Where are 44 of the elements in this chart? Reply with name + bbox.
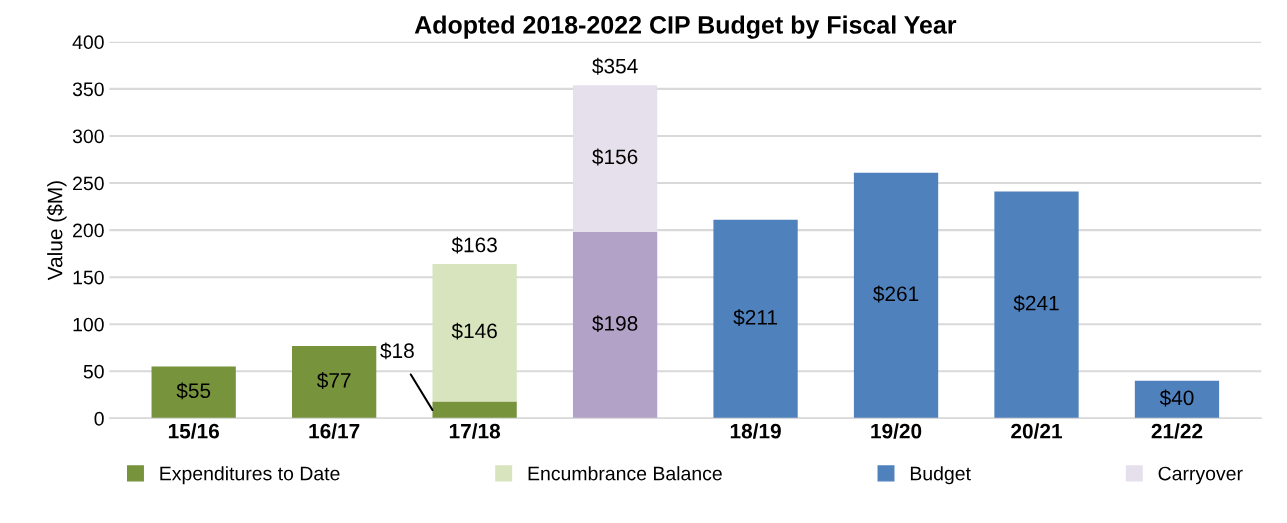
data-label: $156: [592, 148, 638, 166]
bar: [713, 219, 798, 419]
bar: [151, 366, 236, 419]
x-tick-label: 20/21: [1011, 423, 1062, 439]
legend-label: Carryover: [1158, 466, 1243, 485]
legend-label: Expenditures to Date: [160, 466, 340, 485]
y-tick-label: 0: [94, 411, 104, 426]
y-tick-label: 200: [73, 223, 104, 238]
y-tick-label: 300: [72, 129, 104, 144]
data-label: $77: [317, 372, 351, 389]
data-label: $40: [1159, 389, 1194, 407]
x-tick-label: 21/22: [1151, 423, 1203, 439]
y-tick-label: 250: [73, 176, 104, 191]
data-label: $211: [733, 309, 777, 326]
total-label: $354: [592, 57, 638, 75]
bar: [432, 264, 517, 402]
y-tick-label: 150: [73, 270, 104, 285]
bar: [572, 232, 658, 419]
data-label: $261: [873, 285, 919, 303]
data-label: $241: [1013, 294, 1059, 312]
data-label: $55: [176, 382, 211, 400]
bar: [994, 191, 1079, 419]
y-tick-label: 100: [73, 317, 104, 332]
data-label: $146: [451, 322, 497, 340]
bar: [853, 172, 939, 419]
bar: [572, 85, 658, 232]
x-tick-label: 17/18: [449, 423, 501, 439]
legend-label: Encumbrance Balance: [528, 466, 722, 481]
y-tick-label: 350: [72, 82, 104, 97]
chart-title: Adopted 2018-2022 CIP Budget by Fiscal Year: [414, 15, 957, 39]
y-axis-title: Value ($M): [46, 181, 67, 281]
y-tick-label: 50: [83, 364, 104, 379]
bar: [292, 345, 377, 419]
x-tick-label: 15/16: [168, 423, 219, 439]
bar: [432, 401, 517, 419]
x-tick-label: 19/20: [871, 423, 922, 439]
y-tick-label: 400: [72, 35, 104, 50]
total-label: $163: [451, 236, 497, 254]
legend-label: Budget: [910, 466, 971, 485]
x-tick-label: 18/19: [730, 423, 781, 439]
data-label: $18: [380, 342, 414, 360]
x-tick-label: 16/17: [309, 423, 360, 439]
data-label: $198: [592, 315, 638, 333]
bar: [1134, 380, 1220, 419]
